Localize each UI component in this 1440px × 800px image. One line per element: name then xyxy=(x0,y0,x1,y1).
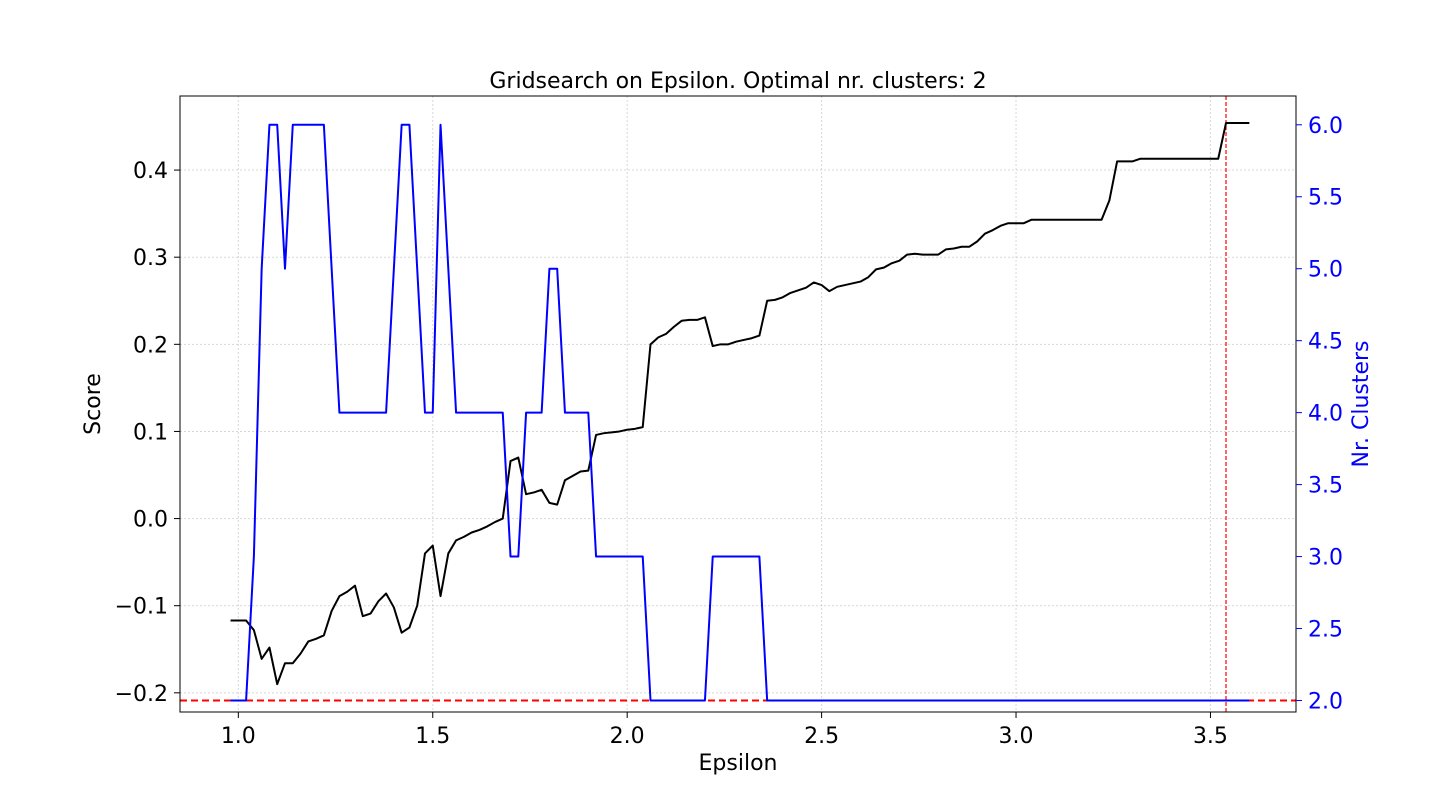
x-tick-label: 1.5 xyxy=(415,724,450,749)
reference-lines xyxy=(180,96,1296,712)
y-right-tick-label: 6.0 xyxy=(1308,114,1343,139)
y-right-tick-label: 5.0 xyxy=(1308,258,1343,283)
y-left-tick-label: 0.1 xyxy=(133,420,168,445)
y-right-tick-label: 2.5 xyxy=(1308,618,1343,643)
x-tick-label: 2.0 xyxy=(610,724,645,749)
x-tick-label: 1.0 xyxy=(221,724,256,749)
y-left-tick-label: −0.1 xyxy=(115,595,168,620)
axis-ticks: 1.0 1.5 2.0 2.5 3.0 3.5 −0.2 −0.1 0.0 0.1 0.2 0.3 0.… xyxy=(115,114,1343,749)
x-tick-label: 3.5 xyxy=(1193,724,1228,749)
y-left-tick-label: 0.0 xyxy=(133,508,168,533)
y-left-tick-label: 0.2 xyxy=(133,333,168,358)
series-lines xyxy=(230,122,1250,702)
x-axis-label: Epsilon xyxy=(699,751,778,776)
y-right-tick-label: 5.5 xyxy=(1308,186,1343,211)
y-left-tick-label: 0.4 xyxy=(133,159,168,184)
y-right-tick-label: 4.0 xyxy=(1308,402,1343,427)
x-tick-label: 2.5 xyxy=(804,724,839,749)
y-right-tick-label: 4.5 xyxy=(1308,330,1343,355)
grid xyxy=(180,96,1296,712)
y-axis-left-label: Score xyxy=(81,373,106,435)
y-right-tick-label: 3.5 xyxy=(1308,474,1343,499)
y-right-tick-label: 2.0 xyxy=(1308,689,1343,714)
x-tick-label: 3.0 xyxy=(999,724,1034,749)
chart-title: Gridsearch on Epsilon. Optimal nr. clust… xyxy=(489,69,986,94)
clusters-line xyxy=(230,123,1250,702)
plot-frame xyxy=(179,95,1297,713)
y-right-tick-label: 3.0 xyxy=(1308,546,1343,571)
y-left-tick-label: 0.3 xyxy=(133,246,168,271)
y-left-tick-label: −0.2 xyxy=(115,682,168,707)
score-line xyxy=(230,122,1250,686)
y-axis-right-label: Nr. Clusters xyxy=(1349,340,1374,467)
